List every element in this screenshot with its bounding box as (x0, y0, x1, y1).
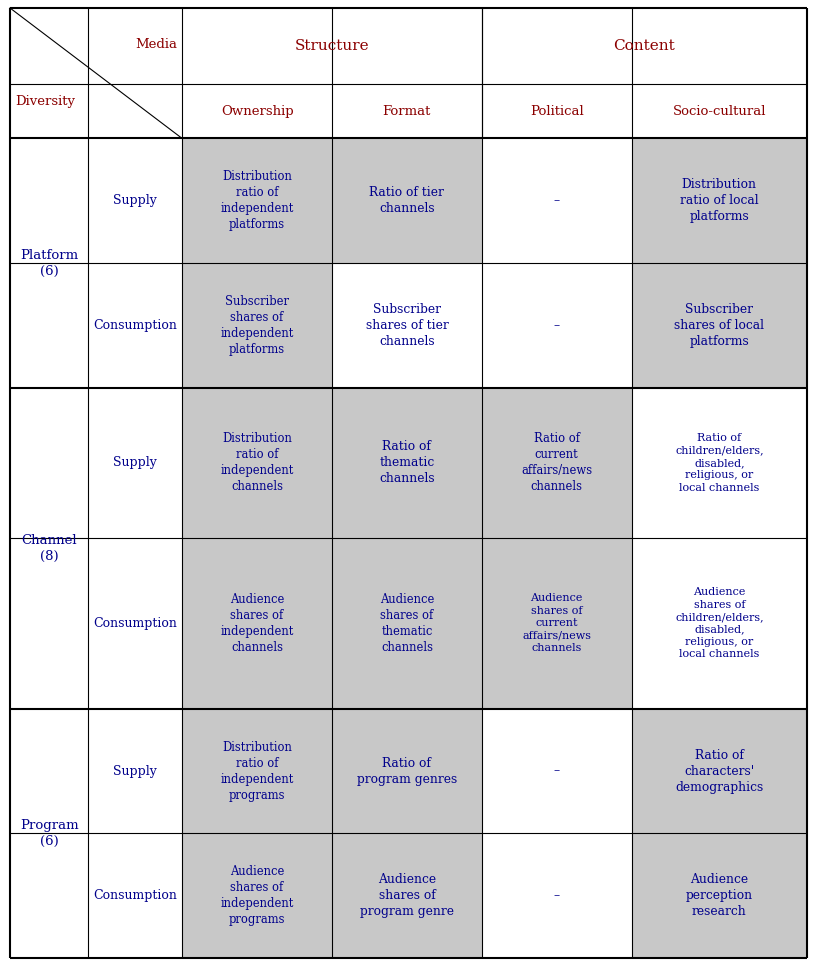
Text: Consumption: Consumption (93, 617, 177, 630)
Bar (332, 138, 482, 263)
Text: Ratio of tier
channels: Ratio of tier channels (369, 187, 444, 216)
Text: Political: Political (530, 104, 583, 118)
Text: Subscriber
shares of
independent
platforms: Subscriber shares of independent platfor… (221, 295, 294, 356)
Bar (88, 709, 182, 834)
Text: Program
(6): Program (6) (20, 819, 78, 848)
Bar (632, 388, 807, 538)
Text: Audience
shares of
independent
programs: Audience shares of independent programs (221, 865, 294, 926)
Text: Ratio of
current
affairs/news
channels: Ratio of current affairs/news channels (521, 432, 592, 493)
Bar (182, 263, 332, 388)
Bar (182, 834, 332, 958)
Bar (10, 138, 88, 388)
Text: Distribution
ratio of
independent
channels: Distribution ratio of independent channe… (221, 432, 294, 493)
Text: Supply: Supply (114, 765, 157, 777)
Text: –: – (554, 319, 560, 332)
Bar (10, 388, 88, 709)
Bar (182, 709, 332, 834)
Text: Subscriber
shares of tier
channels: Subscriber shares of tier channels (365, 303, 449, 348)
Text: Audience
shares of
independent
channels: Audience shares of independent channels (221, 593, 294, 654)
Bar (482, 709, 632, 834)
Bar (182, 388, 332, 538)
Bar (482, 538, 632, 709)
Text: Channel
(8): Channel (8) (21, 534, 77, 563)
Text: –: – (554, 765, 560, 777)
Text: Socio-cultural: Socio-cultural (672, 104, 766, 118)
Text: Audience
shares of
children/elders,
disabled,
religious, or
local channels: Audience shares of children/elders, disa… (675, 587, 764, 659)
Bar (332, 388, 482, 538)
Bar (482, 834, 632, 958)
Bar (10, 84, 182, 138)
Bar (88, 388, 182, 538)
Text: Ratio of
children/elders,
disabled,
religious, or
local channels: Ratio of children/elders, disabled, reli… (675, 433, 764, 492)
Bar (632, 538, 807, 709)
Bar (482, 263, 632, 388)
Bar (482, 138, 632, 263)
Text: Format: Format (382, 104, 431, 118)
Bar (182, 84, 332, 138)
Text: –: – (554, 890, 560, 902)
Text: Distribution
ratio of
independent
programs: Distribution ratio of independent progra… (221, 741, 294, 802)
Bar (632, 263, 807, 388)
Bar (10, 8, 182, 84)
Text: Consumption: Consumption (93, 890, 177, 902)
Text: Platform
(6): Platform (6) (20, 249, 78, 278)
Text: Ratio of
characters'
demographics: Ratio of characters' demographics (675, 748, 763, 794)
Text: Distribution
ratio of local
platforms: Distribution ratio of local platforms (680, 178, 759, 223)
Text: Ratio of
thematic
channels: Ratio of thematic channels (379, 440, 435, 485)
Text: Audience
perception
research: Audience perception research (685, 873, 753, 919)
Text: –: – (554, 194, 560, 207)
Bar (182, 138, 332, 263)
Bar (332, 538, 482, 709)
Bar (332, 834, 482, 958)
Bar (632, 138, 807, 263)
Text: Audience
shares of
current
affairs/news
channels: Audience shares of current affairs/news … (522, 594, 592, 653)
Bar (88, 263, 182, 388)
Bar (332, 263, 482, 388)
Bar (88, 538, 182, 709)
Text: Ratio of
program genres: Ratio of program genres (357, 756, 457, 785)
Text: Consumption: Consumption (93, 319, 177, 332)
Text: Ownership: Ownership (221, 104, 293, 118)
Bar (332, 709, 482, 834)
Text: Supply: Supply (114, 194, 157, 207)
Text: Content: Content (614, 39, 676, 53)
Text: Structure: Structure (295, 39, 369, 53)
Bar (182, 8, 482, 84)
Bar (482, 84, 632, 138)
Bar (332, 84, 482, 138)
Text: Diversity: Diversity (15, 96, 75, 108)
Text: Subscriber
shares of local
platforms: Subscriber shares of local platforms (674, 303, 765, 348)
Bar (88, 138, 182, 263)
Text: Distribution
ratio of
independent
platforms: Distribution ratio of independent platfo… (221, 170, 294, 231)
Bar (632, 834, 807, 958)
Text: Audience
shares of
thematic
channels: Audience shares of thematic channels (380, 593, 434, 654)
Text: Supply: Supply (114, 456, 157, 469)
Bar (482, 388, 632, 538)
Bar (632, 709, 807, 834)
Bar (632, 84, 807, 138)
Bar (182, 538, 332, 709)
Text: Media: Media (135, 38, 177, 51)
Bar (482, 8, 807, 84)
Text: Audience
shares of
program genre: Audience shares of program genre (360, 873, 454, 919)
Bar (88, 834, 182, 958)
Bar (10, 709, 88, 958)
